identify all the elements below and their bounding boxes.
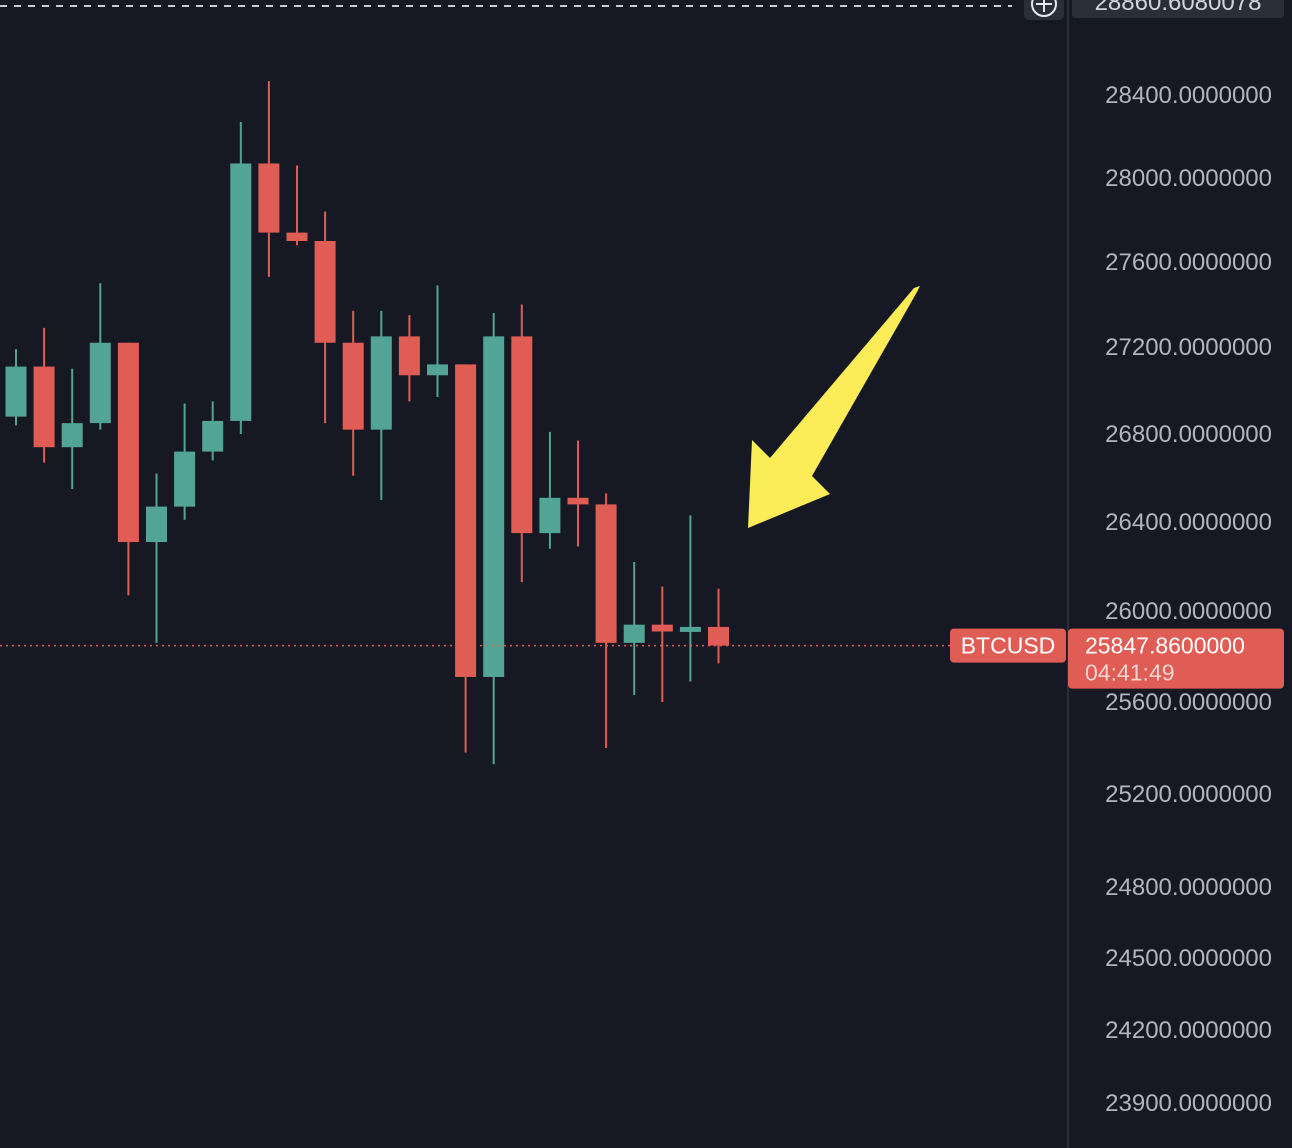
price-axis[interactable]: 28400.0000000 28000.0000000 27600.0000000 2… (1105, 82, 1272, 1117)
candle (5, 349, 27, 426)
candle-body (33, 366, 55, 448)
candle (314, 211, 336, 424)
candle-body (370, 336, 392, 430)
candle-body (5, 366, 27, 417)
candle (539, 431, 561, 549)
price-tick-label: 24500.0000000 (1105, 945, 1272, 972)
candle (651, 586, 673, 702)
price-tick-label: 25200.0000000 (1105, 781, 1272, 808)
candle (483, 313, 505, 765)
candle-body (117, 342, 139, 543)
price-tick-label: 27600.0000000 (1105, 249, 1272, 276)
price-tick-label: 26000.0000000 (1105, 598, 1272, 625)
plus-circle-icon (1031, 0, 1057, 17)
candle (33, 327, 55, 463)
candle (623, 562, 645, 696)
candle (146, 473, 167, 643)
annotation-arrow (748, 286, 920, 528)
candle (89, 283, 111, 430)
current-price-badge: 25847.8600000 04:41:49 (1068, 628, 1284, 689)
price-tick-label: 24800.0000000 (1105, 874, 1272, 901)
candle (370, 310, 392, 500)
candle-body (427, 364, 448, 376)
top-price-label: 28860.6080078 (1095, 0, 1262, 16)
price-tick-label: 26400.0000000 (1105, 509, 1272, 536)
price-tick-label: 26800.0000000 (1105, 421, 1272, 448)
candle (342, 310, 364, 476)
candle-body (146, 506, 167, 543)
candle-body (61, 423, 83, 448)
candle (567, 440, 589, 547)
candle (117, 342, 139, 596)
price-tick-label: 28400.0000000 (1105, 82, 1272, 109)
candle (258, 81, 280, 277)
countdown-label: 04:41:49 (1085, 660, 1175, 686)
candle-body (455, 364, 477, 677)
current-price-label: 25847.8600000 (1085, 633, 1245, 659)
candle-body (623, 624, 645, 643)
candle-body (651, 624, 673, 632)
candle (398, 315, 420, 402)
candle (286, 165, 308, 246)
candle (511, 304, 533, 583)
candle (455, 364, 477, 753)
candle-body (202, 420, 224, 452)
candle (427, 285, 448, 398)
candle-body (679, 626, 701, 632)
candle-body (342, 342, 364, 430)
candle-body (314, 241, 336, 343)
price-tick-label: 24200.0000000 (1105, 1017, 1272, 1044)
candle-body (398, 336, 420, 376)
candle-body (286, 232, 308, 241)
symbol-label: BTCUSD (961, 633, 1056, 659)
candle-body (174, 451, 196, 507)
candle-body (258, 163, 280, 233)
candle (230, 121, 252, 434)
candle-body (539, 497, 561, 534)
price-tick-label: 23900.0000000 (1105, 1090, 1272, 1117)
candle (61, 368, 83, 489)
candle-body (230, 163, 252, 421)
candle-body (89, 342, 111, 424)
candle (595, 493, 617, 748)
candle-body (511, 336, 533, 534)
candle (708, 588, 729, 664)
price-tick-label: 28000.0000000 (1105, 165, 1272, 192)
candle (202, 401, 224, 461)
candle (174, 403, 196, 520)
symbol-badge: BTCUSD (950, 628, 1066, 663)
candles-layer (5, 81, 729, 765)
candle (679, 515, 701, 682)
candle-body (595, 504, 617, 643)
add-button[interactable] (1024, 0, 1064, 20)
top-price-badge (1072, 0, 1284, 18)
price-tick-label: 25600.0000000 (1105, 689, 1272, 716)
candle-body (483, 336, 505, 677)
candle-body (567, 497, 589, 505)
candle-body (708, 626, 729, 646)
price-tick-label: 27200.0000000 (1105, 334, 1272, 361)
